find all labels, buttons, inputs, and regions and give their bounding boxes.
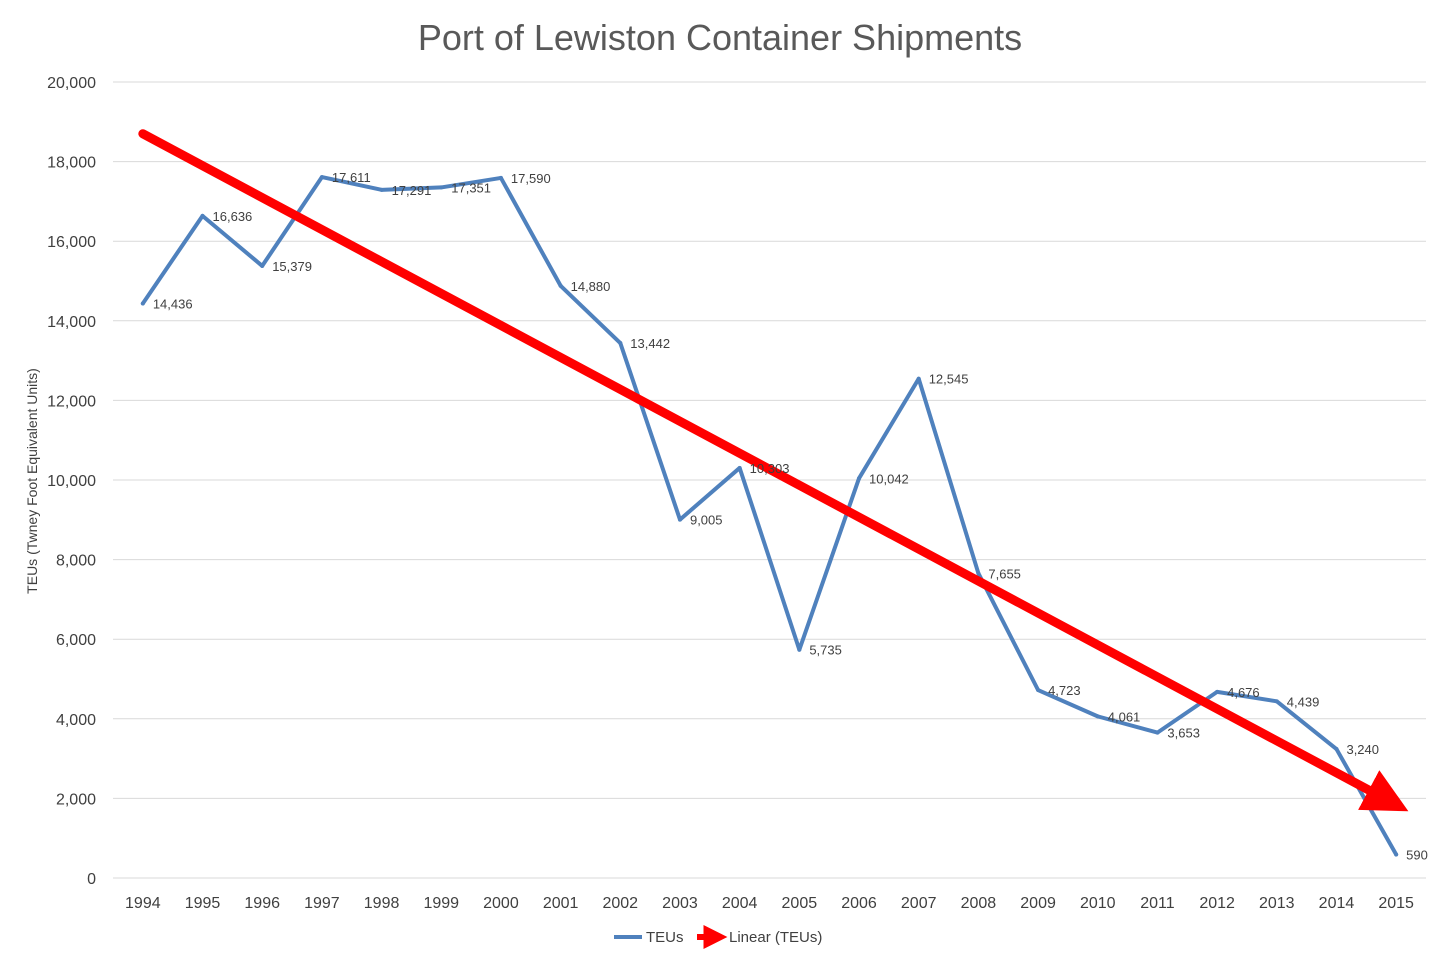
data-point — [260, 263, 265, 268]
data-point — [558, 283, 563, 288]
data-label: 10,303 — [750, 461, 790, 476]
data-point — [797, 647, 802, 652]
data-labels: 14,436 16,636 15,379 17,611 17,291 17,351 17,5… — [153, 170, 1428, 862]
data-point — [498, 175, 503, 180]
trendline-arrow — [138, 129, 1409, 812]
x-tick-label: 2001 — [543, 895, 579, 912]
y-tick-label: 4,000 — [56, 712, 96, 729]
data-label: 17,291 — [392, 183, 432, 198]
data-label: 4,723 — [1048, 683, 1081, 698]
data-label: 5,735 — [809, 643, 842, 658]
data-point — [677, 517, 682, 522]
y-tick-label: 0 — [87, 871, 96, 888]
x-tick-label: 1998 — [364, 895, 400, 912]
data-label: 13,442 — [630, 336, 670, 351]
y-axis-ticks: 0 2,000 4,000 6,000 8,000 10,000 12,000 14,000 1… — [47, 75, 96, 888]
legend: TEUs Linear (TEUs) — [614, 925, 822, 949]
x-tick-label: 2002 — [602, 895, 638, 912]
y-tick-label: 20,000 — [47, 75, 96, 92]
data-label: 17,351 — [451, 180, 491, 195]
legend-linear-label: Linear (TEUs) — [729, 929, 822, 946]
x-tick-label: 1997 — [304, 895, 340, 912]
x-tick-label: 2004 — [722, 895, 758, 912]
x-tick-label: 2008 — [961, 895, 997, 912]
data-point — [1274, 699, 1279, 704]
data-point — [1215, 689, 1220, 694]
gridlines — [113, 81, 1426, 879]
x-tick-label: 2015 — [1378, 895, 1414, 912]
x-tick-label: 1999 — [423, 895, 459, 912]
data-point — [200, 213, 205, 218]
data-point — [140, 301, 145, 306]
data-label: 16,636 — [213, 209, 253, 224]
y-tick-label: 14,000 — [47, 314, 96, 331]
y-tick-label: 6,000 — [56, 632, 96, 649]
data-point — [379, 187, 384, 192]
data-point — [1334, 747, 1339, 752]
data-point — [1095, 714, 1100, 719]
data-point — [618, 341, 623, 346]
data-point — [1155, 730, 1160, 735]
data-label: 3,653 — [1167, 726, 1200, 741]
data-label: 4,061 — [1108, 709, 1141, 724]
y-axis-label: TEUs (Twney Foot Equivalent Units) — [24, 368, 40, 594]
data-label: 9,005 — [690, 513, 723, 528]
x-tick-label: 2006 — [841, 895, 877, 912]
x-tick-label: 2005 — [782, 895, 818, 912]
data-point — [1036, 688, 1041, 693]
data-label: 590 — [1406, 848, 1428, 863]
data-label: 17,590 — [511, 171, 551, 186]
series-line-teus — [140, 175, 1399, 857]
x-tick-label: 2009 — [1020, 895, 1056, 912]
series-layer — [140, 175, 1399, 857]
data-label: 14,436 — [153, 296, 193, 311]
data-label: 7,655 — [988, 566, 1021, 581]
x-tick-label: 2000 — [483, 895, 519, 912]
data-point — [916, 376, 921, 381]
x-tick-label: 1994 — [125, 895, 161, 912]
x-tick-label: 1996 — [244, 895, 280, 912]
data-point — [737, 465, 742, 470]
data-label: 17,611 — [332, 170, 371, 185]
x-tick-label: 2011 — [1140, 895, 1175, 912]
data-label: 10,042 — [869, 471, 909, 486]
chart-title: Port of Lewiston Container Shipments — [418, 17, 1022, 58]
y-tick-label: 8,000 — [56, 553, 96, 570]
data-label: 4,676 — [1227, 685, 1260, 700]
y-tick-label: 16,000 — [47, 234, 96, 251]
data-point — [857, 476, 862, 481]
data-point — [319, 175, 324, 180]
x-tick-label: 2010 — [1080, 895, 1116, 912]
x-tick-label: 2013 — [1259, 895, 1295, 912]
y-tick-label: 12,000 — [47, 393, 96, 410]
x-tick-label: 2014 — [1319, 895, 1355, 912]
data-label: 4,439 — [1287, 694, 1320, 709]
data-point — [439, 185, 444, 190]
x-tick-label: 1995 — [185, 895, 221, 912]
x-tick-label: 2003 — [662, 895, 698, 912]
y-tick-label: 10,000 — [47, 473, 96, 490]
y-tick-label: 18,000 — [47, 155, 96, 172]
trendline-layer — [138, 129, 1409, 812]
x-axis-ticks: 1994 1995 1996 1997 1998 1999 2000 2001 2002 2003… — [125, 895, 1414, 912]
data-label: 3,240 — [1346, 742, 1379, 757]
data-point — [976, 571, 981, 576]
legend-teus-label: TEUs — [646, 929, 684, 946]
x-tick-label: 2007 — [901, 895, 937, 912]
data-point — [1394, 852, 1399, 857]
data-label: 12,545 — [929, 372, 969, 387]
data-label: 14,880 — [571, 279, 611, 294]
data-label: 15,379 — [272, 259, 312, 274]
x-tick-label: 2012 — [1199, 895, 1235, 912]
y-tick-label: 2,000 — [56, 791, 96, 808]
